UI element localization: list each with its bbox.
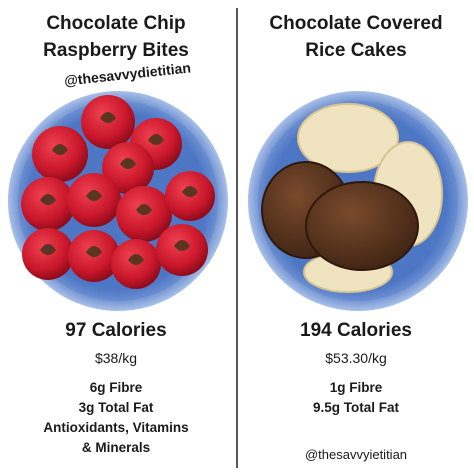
center-divider (236, 8, 238, 468)
left-title: Chocolate Chip Raspberry Bites (0, 10, 232, 64)
right-price: $53.30/kg (325, 350, 387, 366)
rice-cake-bowl-photo (248, 86, 468, 319)
left-fact: Antioxidants, Vitamins (43, 420, 189, 435)
left-calories: 97 Calories (65, 320, 167, 341)
right-title: Chocolate Covered Rice Cakes (240, 10, 472, 64)
left-price: $38/kg (94, 350, 138, 366)
left-fact: & Minerals (81, 440, 151, 455)
right-calories: 194 Calories (300, 320, 412, 341)
left-title-line2: Raspberry Bites (43, 40, 189, 61)
left-facts: 6g Fibre 3g Total Fat Antioxidants, Vita… (0, 378, 232, 458)
left-title-line1: Chocolate Chip (46, 13, 186, 34)
left-panel: Chocolate Chip Raspberry Bites (0, 0, 232, 474)
left-fact: 6g Fibre (89, 380, 143, 395)
bottom-handle: @thesavvyietitian (304, 447, 408, 462)
right-fact: 1g Fibre (329, 380, 383, 395)
left-fact: 3g Total Fat (78, 400, 154, 415)
raspberry-bowl-photo (8, 86, 228, 319)
right-title-line2: Rice Cakes (305, 40, 407, 61)
right-facts: 1g Fibre 9.5g Total Fat (240, 378, 472, 418)
right-fact: 9.5g Total Fat (312, 400, 399, 415)
right-panel: Chocolate Covered Rice Cakes 1 (240, 0, 472, 474)
right-title-line1: Chocolate Covered (269, 13, 443, 34)
